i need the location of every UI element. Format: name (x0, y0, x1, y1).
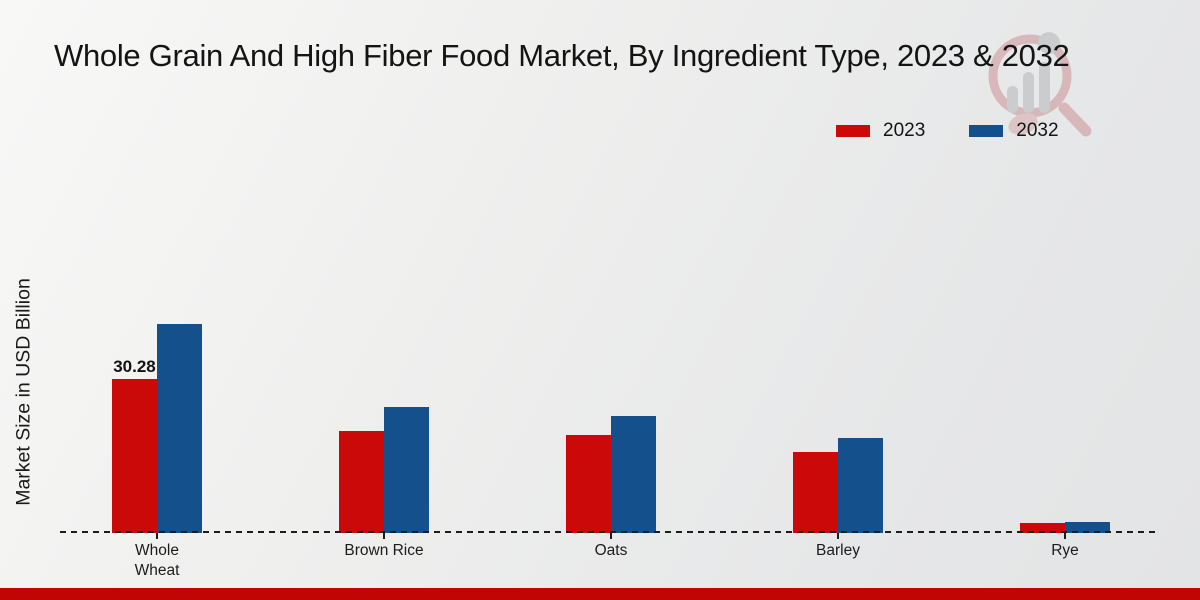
bar-2032-rye (1065, 522, 1110, 533)
logo-bar-medium-icon (1023, 72, 1034, 113)
logo-swoosh-icon (1008, 113, 1038, 135)
bar-2032-brown-rice (384, 407, 429, 533)
x-tick-whole-wheat (156, 533, 158, 539)
category-label-oats: Oats (594, 542, 628, 559)
bar-2023-oats (566, 435, 611, 533)
y-axis-label: Market Size in USD Billion (12, 278, 35, 506)
legend: 2023 2032 (836, 120, 1059, 142)
bar-2023-brown-rice (339, 431, 384, 533)
x-tick-brown-rice (383, 533, 385, 539)
legend-item-2032: 2032 (969, 120, 1059, 142)
logo-bar-tall-icon (1039, 62, 1050, 113)
legend-swatch-2023 (836, 125, 870, 137)
bar-2023-whole-wheat (112, 379, 157, 533)
legend-swatch-2032 (969, 125, 1004, 137)
brand-watermark-logo (988, 32, 1092, 137)
legend-label-2023: 2023 (883, 120, 926, 141)
category-label-brown-rice: Brown Rice (344, 542, 424, 559)
x-tick-rye (1064, 533, 1066, 539)
logo-person-head-icon (1038, 32, 1060, 54)
legend-item-2023: 2023 (836, 120, 925, 142)
magnifier-ring-icon (988, 34, 1072, 118)
category-label-barley: Barley (816, 542, 860, 559)
x-tick-barley (837, 533, 839, 539)
plot-area: 30.28 (60, 0, 1160, 533)
category-label-rye: Rye (1051, 542, 1079, 559)
bar-2023-rye (1020, 523, 1065, 533)
bottom-accent-bar (0, 588, 1200, 600)
x-tick-oats (610, 533, 612, 539)
bar-2023-barley (793, 452, 838, 533)
legend-label-2032: 2032 (1016, 120, 1059, 141)
category-label-whole-wheat: Whole Wheat (134, 542, 180, 579)
data-label-2023-whole-wheat: 30.28 (113, 357, 156, 376)
bar-2032-barley (838, 438, 883, 533)
logo-bar-small-icon (1007, 86, 1018, 113)
magnifier-handle-icon (1058, 102, 1092, 137)
x-axis-baseline (60, 531, 1160, 533)
bar-2032-whole-wheat (157, 324, 202, 533)
bar-2032-oats (611, 416, 656, 533)
chart-title: Whole Grain And High Fiber Food Market, … (54, 38, 1070, 73)
